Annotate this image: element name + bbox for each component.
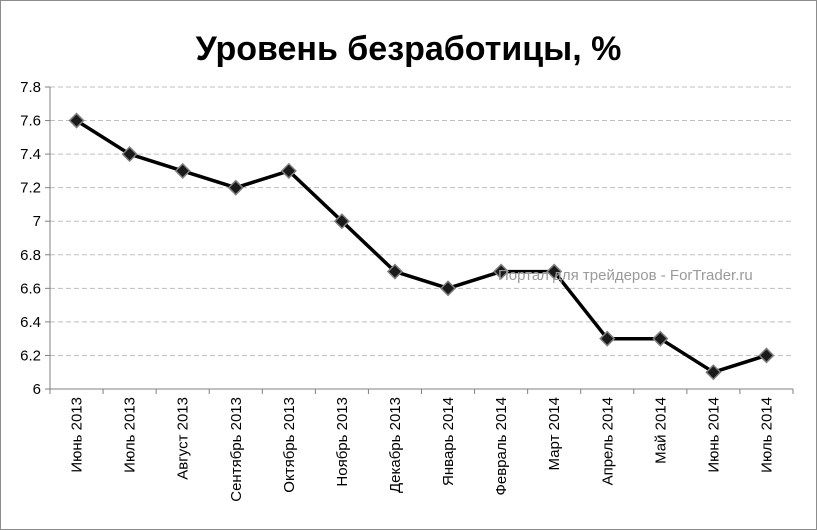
x-tick-label: Сентябрь 2013 — [228, 397, 245, 502]
axes — [45, 86, 794, 394]
y-tick-label: 7.8 — [20, 79, 41, 96]
data-point — [280, 162, 297, 179]
chart-title: Уровень безработицы, % — [195, 30, 622, 68]
gridlines — [50, 86, 793, 356]
x-tick-label: Июль 2013 — [122, 397, 139, 473]
data-point — [599, 330, 616, 347]
y-tick-label: 6.4 — [20, 314, 41, 331]
x-tick-label: Июнь 2014 — [705, 397, 722, 473]
data-point — [227, 179, 244, 196]
x-tick-label: Апрель 2014 — [599, 397, 616, 485]
watermark-text: Портал для трейдеров - ForTrader.ru — [498, 267, 753, 284]
y-tick-label: 6.6 — [20, 280, 41, 297]
data-point — [705, 364, 722, 381]
y-tick-label: 6.2 — [20, 347, 41, 364]
x-tick-label: Октябрь 2013 — [281, 397, 298, 493]
x-tick-label: Декабрь 2013 — [387, 397, 404, 493]
data-point — [439, 280, 457, 297]
x-tick-label: Июнь 2013 — [69, 397, 86, 473]
data-point — [174, 162, 191, 179]
series-unemployment — [68, 112, 775, 381]
x-tick-label: Август 2013 — [175, 397, 192, 480]
data-point — [386, 263, 404, 280]
x-tick-labels: Июнь 2013 Июль 2013 Август 2013 Сентябрь 20… — [69, 397, 776, 502]
y-tick-label: 7 — [33, 213, 41, 230]
x-tick-label: Июль 2014 — [758, 397, 775, 473]
y-tick-labels: 6 6.2 6.4 6.6 6.8 7 7.2 7.4 7.6 7.8 — [20, 79, 41, 398]
data-point — [758, 347, 775, 364]
data-point — [652, 330, 669, 347]
x-tick-label: Март 2014 — [546, 397, 563, 470]
y-tick-label: 6.8 — [20, 247, 41, 264]
y-tick-label: 7.2 — [20, 180, 41, 197]
data-point — [493, 263, 510, 280]
y-tick-label: 7.4 — [20, 146, 41, 163]
data-point — [121, 146, 138, 163]
y-tick-label: 7.6 — [20, 113, 41, 130]
x-tick-label: Январь 2014 — [440, 397, 457, 486]
x-tick-label: Май 2014 — [652, 397, 669, 464]
data-point — [546, 263, 563, 280]
data-point — [333, 213, 350, 230]
y-tick-label: 6 — [33, 381, 41, 398]
data-point — [68, 112, 85, 129]
x-tick-label: Ноябрь 2013 — [334, 397, 351, 487]
series-line — [75, 119, 768, 374]
x-tick-label: Февраль 2014 — [493, 397, 510, 496]
